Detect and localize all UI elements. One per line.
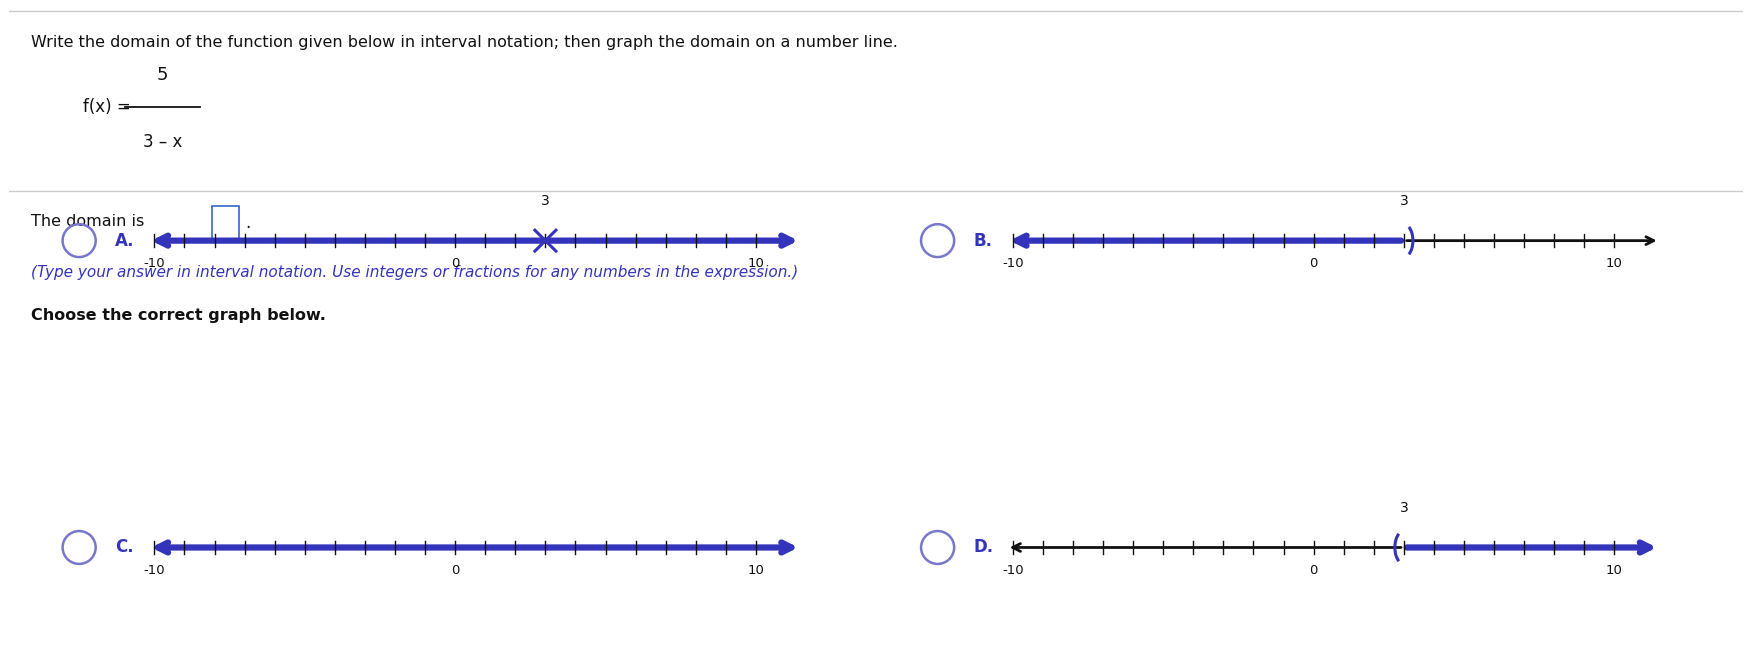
Text: 0: 0 xyxy=(1309,257,1318,270)
Text: (Type your answer in interval notation. Use integers or fractions for any number: (Type your answer in interval notation. … xyxy=(30,265,797,280)
Text: -10: -10 xyxy=(144,257,165,270)
Text: 5: 5 xyxy=(156,65,168,83)
Text: 3: 3 xyxy=(1400,501,1409,515)
Text: B.: B. xyxy=(974,232,993,249)
Text: .: . xyxy=(245,214,251,232)
Text: -10: -10 xyxy=(1002,257,1023,270)
Text: 3 – x: 3 – x xyxy=(142,133,182,151)
Text: 10: 10 xyxy=(1607,257,1622,270)
Text: 3: 3 xyxy=(541,194,550,208)
Text: 3: 3 xyxy=(1400,194,1409,208)
Text: Choose the correct graph below.: Choose the correct graph below. xyxy=(30,307,326,322)
Text: 0: 0 xyxy=(450,257,459,270)
Text: Write the domain of the function given below in interval notation; then graph th: Write the domain of the function given b… xyxy=(30,35,897,50)
Text: f(x) =: f(x) = xyxy=(82,98,131,116)
Text: The domain is: The domain is xyxy=(30,214,144,229)
Text: 0: 0 xyxy=(450,564,459,577)
Text: 10: 10 xyxy=(748,564,764,577)
Text: A.: A. xyxy=(116,232,135,249)
Text: 0: 0 xyxy=(1309,564,1318,577)
Text: D.: D. xyxy=(974,539,993,556)
Text: 10: 10 xyxy=(748,257,764,270)
Text: -10: -10 xyxy=(144,564,165,577)
FancyBboxPatch shape xyxy=(212,206,240,241)
Text: 10: 10 xyxy=(1607,564,1622,577)
Text: C.: C. xyxy=(116,539,133,556)
Text: -10: -10 xyxy=(1002,564,1023,577)
